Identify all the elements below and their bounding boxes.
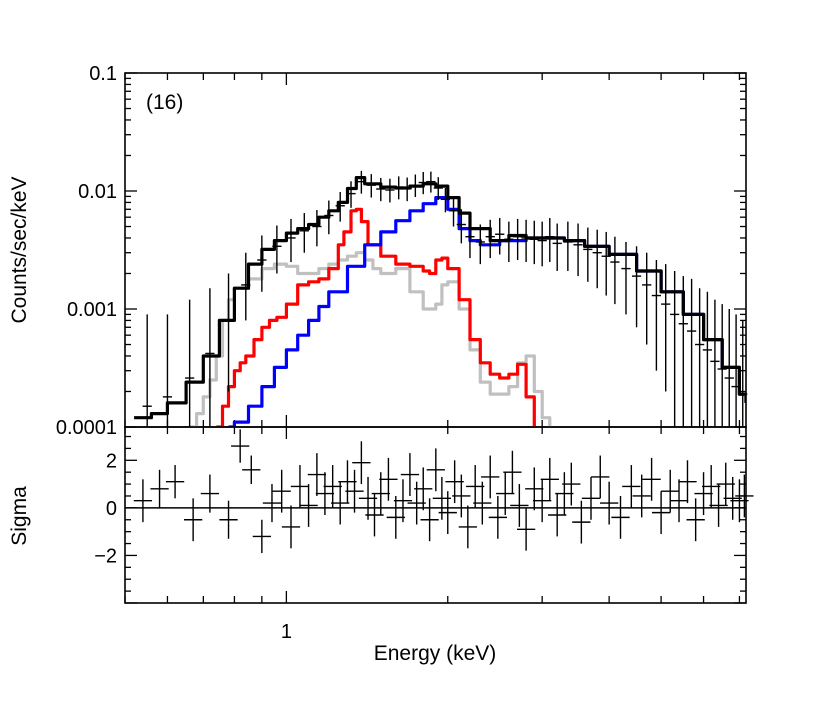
y-tick-label-top: 0.0001 [56,417,117,439]
bottom-panel-frame [124,426,747,604]
panel-label: (16) [146,91,183,114]
y-tick-label-top: 0.001 [67,299,117,321]
residual-panel: 1 2 0 −2 [94,426,754,643]
x-axis-label: Energy (keV) [374,642,497,665]
model-curve-blue-component [228,196,746,427]
top-panel: 0.1 0.01 0.001 0.0001 [56,63,748,439]
top-panel-frame [124,72,747,428]
model-curve-red-component [216,207,536,427]
model-curve-grey-component [189,251,552,427]
model-curve-total-model [134,176,746,420]
data-points [142,170,748,427]
residual-points [133,429,754,554]
y-axis-label-top: Counts/sec/keV [8,176,31,323]
y-tick-label-bottom: −2 [94,545,117,567]
y-tick-label-top: 0.1 [89,63,117,85]
x-tick-label: 1 [281,621,292,643]
y-tick-label-bottom: 0 [106,498,117,520]
y-tick-label-bottom: 2 [106,450,117,472]
y-tick-label-top: 0.01 [78,181,117,203]
y-axis-label-bottom: Sigma [8,486,31,546]
